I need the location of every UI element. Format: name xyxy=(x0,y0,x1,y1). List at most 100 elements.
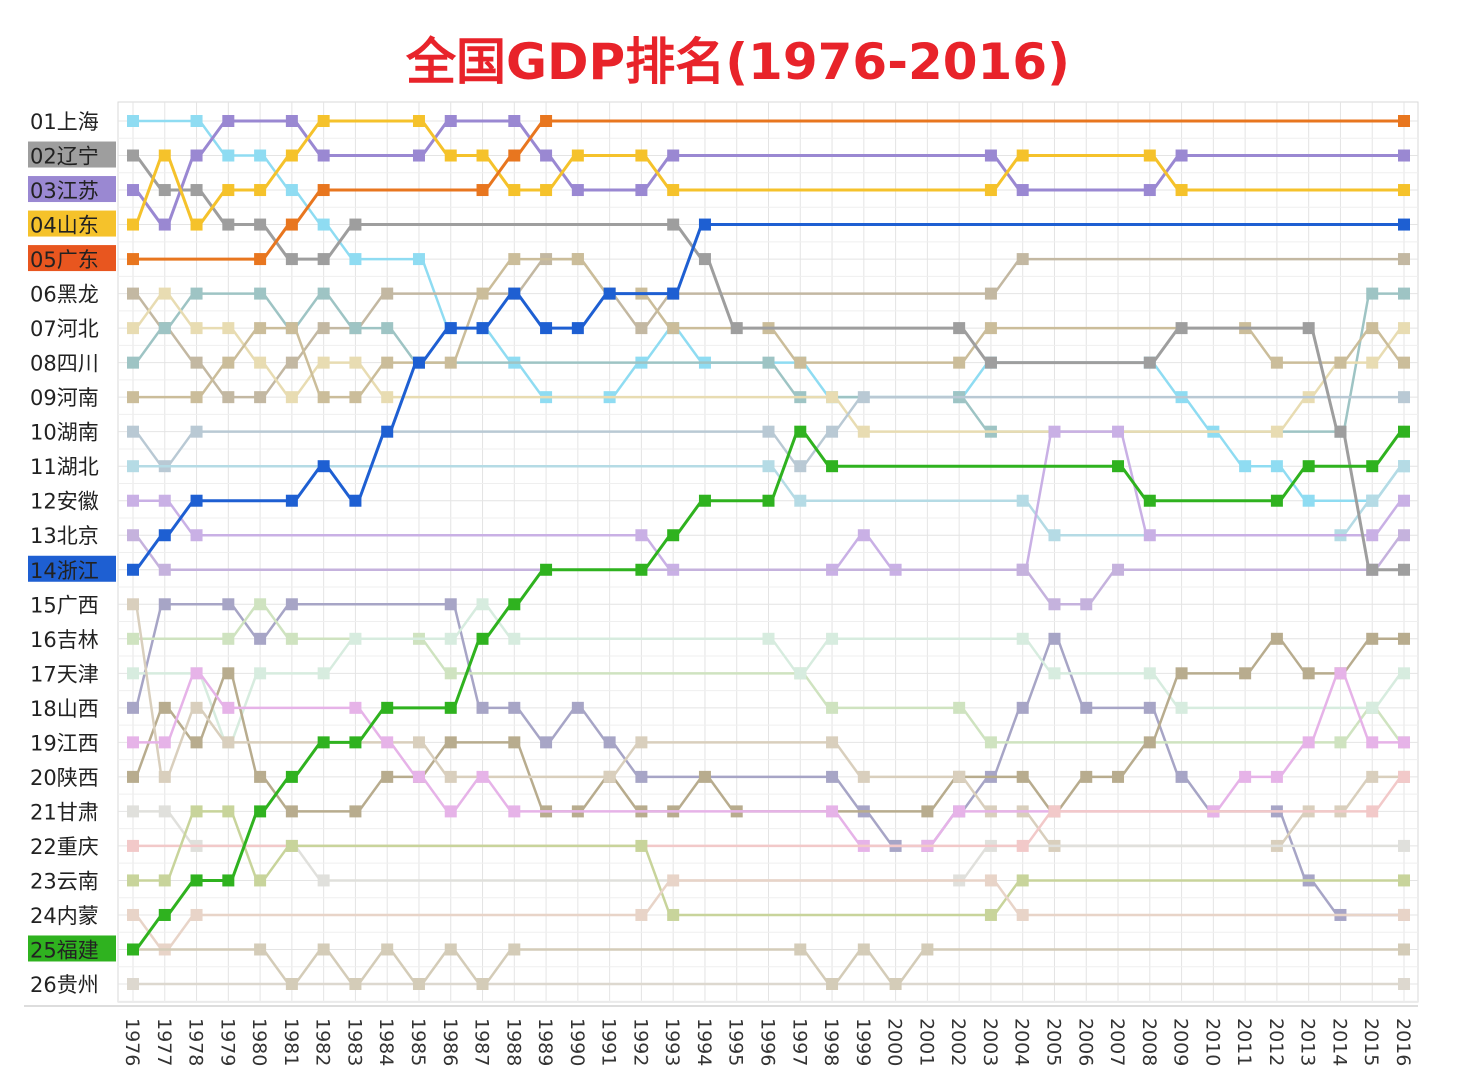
series-marker xyxy=(1048,425,1061,438)
series-marker xyxy=(540,184,553,197)
series-marker xyxy=(571,701,584,714)
series-xinjiang xyxy=(127,943,1410,990)
rank-label-bg xyxy=(28,935,116,962)
series-marker xyxy=(317,253,330,266)
series-marker xyxy=(1048,667,1061,680)
series-marker xyxy=(1398,322,1410,335)
series-marker xyxy=(1080,598,1093,611)
series-marker xyxy=(317,667,330,680)
series-marker xyxy=(698,770,711,783)
series-marker xyxy=(889,978,902,990)
rank-label: 17天津 xyxy=(30,662,99,686)
series-marker xyxy=(127,598,139,611)
series-marker xyxy=(317,218,330,231)
series-marker xyxy=(1143,667,1156,680)
series-marker xyxy=(158,770,171,783)
series-marker xyxy=(222,874,235,887)
series-marker xyxy=(1366,805,1379,818)
series-marker xyxy=(190,356,203,369)
series-marker xyxy=(667,529,680,542)
series-marker xyxy=(508,598,521,611)
series-marker xyxy=(285,805,298,818)
series-marker xyxy=(984,874,997,887)
series-marker xyxy=(667,218,680,231)
series-marker xyxy=(127,115,139,127)
series-marker xyxy=(1366,356,1379,369)
series-fujian xyxy=(127,425,1410,956)
series-marker xyxy=(857,391,870,404)
series-marker xyxy=(158,736,171,749)
series-marker xyxy=(1366,529,1379,542)
rank-label: 10湖南 xyxy=(30,421,99,445)
series-marker xyxy=(984,184,997,197)
series-marker xyxy=(1334,736,1347,749)
series-marker xyxy=(1366,287,1379,300)
series-marker xyxy=(1302,736,1315,749)
year-label: 2010 xyxy=(1201,1018,1223,1066)
series-marker xyxy=(476,287,489,300)
year-labels: 1976 1977 1978 1979 1980 1981 1982 1983 1984 1985… xyxy=(121,1018,1414,1066)
series-marker xyxy=(190,908,203,921)
series-marker xyxy=(349,253,362,266)
series-marker xyxy=(1398,391,1410,404)
series-marker xyxy=(1366,460,1379,473)
series-marker xyxy=(127,667,139,680)
series-marker xyxy=(1048,598,1061,611)
year-label: 2006 xyxy=(1074,1018,1096,1066)
year-label: 2000 xyxy=(884,1018,906,1066)
rank-label: 21甘肃 xyxy=(30,800,99,824)
series-marker xyxy=(762,632,775,645)
year-label: 2016 xyxy=(1392,1018,1414,1066)
series-marker xyxy=(1112,770,1125,783)
series-marker xyxy=(349,736,362,749)
series-marker xyxy=(540,322,553,335)
series-marker xyxy=(1398,978,1410,990)
series-marker xyxy=(254,184,267,197)
series-marker xyxy=(127,632,139,645)
series-marker xyxy=(444,943,457,956)
rank-label: 01上海 xyxy=(30,110,99,134)
series-marker xyxy=(254,943,267,956)
series-marker xyxy=(667,149,680,162)
series-marker xyxy=(794,667,807,680)
series-marker xyxy=(349,805,362,818)
series-marker xyxy=(921,943,934,956)
series-marker xyxy=(222,736,235,749)
series-marker xyxy=(635,770,648,783)
series-marker xyxy=(254,805,267,818)
series-marker xyxy=(127,391,139,404)
series-marker xyxy=(381,425,394,438)
series-marker xyxy=(317,943,330,956)
series-beijing xyxy=(127,529,1410,611)
series-marker xyxy=(762,494,775,507)
series-marker xyxy=(444,770,457,783)
series-marker xyxy=(1334,356,1347,369)
year-label: 1992 xyxy=(629,1018,651,1066)
series-marker xyxy=(222,632,235,645)
series-marker xyxy=(1302,667,1315,680)
series-marker xyxy=(476,149,489,162)
series-marker xyxy=(1048,632,1061,645)
series-marker xyxy=(826,425,839,438)
series-marker xyxy=(412,253,425,266)
series-marker xyxy=(317,391,330,404)
rank-label: 22重庆 xyxy=(30,835,99,859)
series-marker xyxy=(158,184,171,197)
series-marker xyxy=(222,805,235,818)
series-marker xyxy=(540,736,553,749)
rank-label: 15广西 xyxy=(30,593,99,617)
series-marker xyxy=(285,494,298,507)
rank-label: 09河南 xyxy=(30,386,99,410)
series-marker xyxy=(635,322,648,335)
series-marker xyxy=(1270,494,1283,507)
series-marker xyxy=(222,149,235,162)
series-marker xyxy=(1143,736,1156,749)
series-marker xyxy=(1112,425,1125,438)
series-marker xyxy=(762,425,775,438)
series-marker xyxy=(222,667,235,680)
series-marker xyxy=(381,391,394,404)
rank-label: 08四川 xyxy=(30,352,99,376)
rank-label: 04山东 xyxy=(30,214,99,238)
series-marker xyxy=(127,805,139,818)
rank-label: 24内蒙 xyxy=(30,904,99,928)
